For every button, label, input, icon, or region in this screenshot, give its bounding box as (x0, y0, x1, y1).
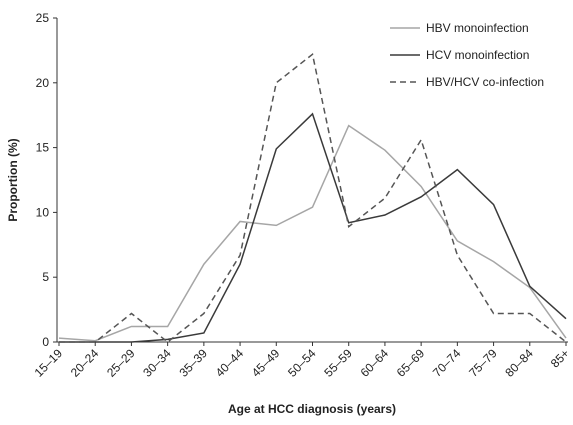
y-tick-label: 0 (42, 335, 49, 349)
y-tick-label: 10 (36, 205, 50, 219)
y-tick-label: 5 (42, 270, 49, 284)
x-tick-label: 60–64 (358, 346, 392, 380)
legend-label: HBV/HCV co-infection (426, 75, 544, 89)
series-line (58, 124, 567, 342)
legend-label: HBV monoinfection (426, 21, 529, 35)
x-tick-label: 65–69 (394, 346, 428, 380)
x-tick-label: 15–19 (32, 346, 66, 380)
x-tick-label: 40–44 (213, 346, 247, 380)
y-tick-label: 25 (36, 11, 50, 25)
x-axis-label: Age at HCC diagnosis (years) (228, 402, 396, 416)
x-tick-label: 30–34 (140, 346, 174, 380)
x-tick-label: 45–49 (249, 346, 283, 380)
x-tick-label: 20–24 (68, 346, 102, 380)
series-line (59, 112, 567, 343)
y-tick-label: 15 (36, 141, 50, 155)
x-tick-label: 85+ (548, 346, 572, 370)
y-tick-label: 20 (36, 76, 50, 90)
legend-label: HCV monoinfection (426, 48, 529, 62)
x-tick-label: 50–54 (285, 346, 319, 380)
x-tick-label: 80–84 (502, 346, 536, 380)
x-tick-label: 70–74 (430, 346, 464, 380)
x-tick-label: 55–59 (321, 346, 355, 380)
x-tick-label: 25–29 (104, 346, 138, 380)
x-tick-label: 35–39 (176, 346, 210, 380)
y-axis-label: Proportion (%) (6, 138, 20, 221)
x-tick-label: 75–79 (466, 346, 500, 380)
series-line (59, 52, 567, 343)
